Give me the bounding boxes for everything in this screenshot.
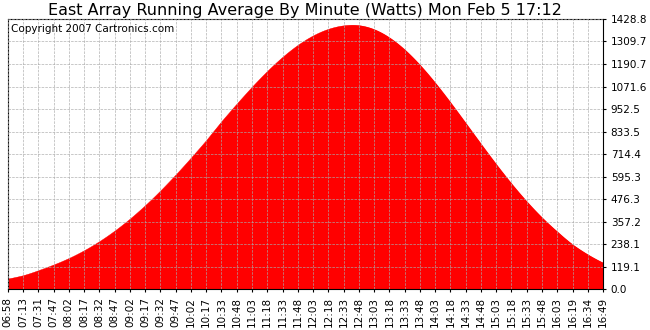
Title: East Array Running Average By Minute (Watts) Mon Feb 5 17:12: East Array Running Average By Minute (Wa… [49,3,562,18]
Text: Copyright 2007 Cartronics.com: Copyright 2007 Cartronics.com [11,24,174,34]
